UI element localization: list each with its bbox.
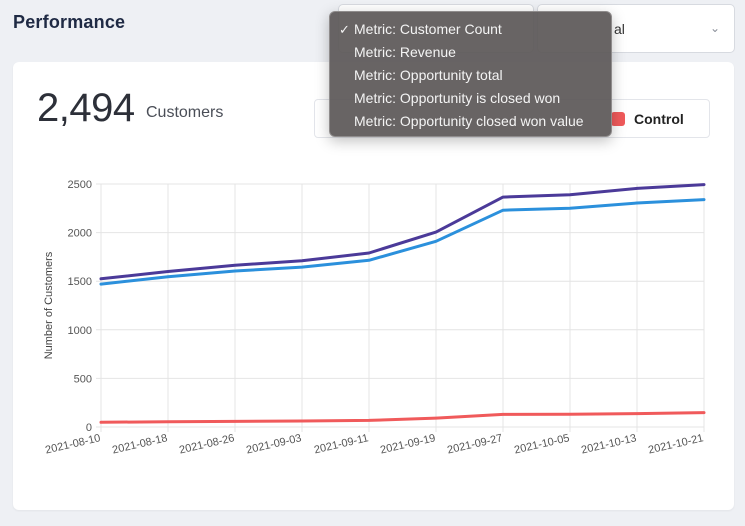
metric-menu-item[interactable]: Metric: Opportunity closed won value	[330, 110, 611, 133]
metric-menu-item-label: Metric: Customer Count	[354, 21, 502, 37]
metric-menu-item-label: Metric: Opportunity closed won value	[354, 113, 584, 129]
chevron-down-icon: ⌄	[709, 21, 720, 35]
secondary-select-value: al	[614, 21, 625, 37]
metric-menu-item[interactable]: ✓ Metric: Customer Count	[330, 18, 611, 41]
x-tick-label: 2021-09-11	[313, 432, 370, 456]
metric-menu-item[interactable]: Metric: Revenue	[330, 41, 611, 64]
customer-count-unit: Customers	[146, 104, 224, 121]
x-tick-label: 2021-09-19	[379, 432, 437, 456]
y-tick-label: 1500	[68, 276, 92, 288]
legend-swatch-control	[611, 112, 625, 126]
metric-menu-item[interactable]: Metric: Opportunity is closed won	[330, 87, 611, 110]
x-tick-label: 2021-09-03	[245, 432, 303, 456]
series-line-0	[99, 183, 706, 281]
x-tick-label: 2021-08-10	[44, 432, 102, 456]
y-tick-label: 500	[74, 373, 92, 385]
x-tick-label: 2021-08-26	[178, 432, 236, 456]
checkmark-icon: ✓	[339, 22, 350, 37]
y-tick-label: 1000	[68, 325, 92, 337]
metric-menu-item-label: Metric: Opportunity total	[354, 67, 503, 83]
metric-menu-item-label: Metric: Opportunity is closed won	[354, 90, 561, 106]
metric-dropdown-menu[interactable]: ✓ Metric: Customer Count Metric: Revenue Me…	[329, 11, 612, 137]
y-tick-label: 0	[86, 422, 92, 434]
y-tick-label: 2000	[68, 228, 92, 240]
y-tick-label: 2500	[68, 179, 92, 191]
metric-menu-item-label: Metric: Revenue	[354, 44, 456, 60]
series-line-2	[99, 411, 706, 424]
customer-count-value: 2,494	[37, 86, 135, 130]
x-tick-label: 2021-10-21	[647, 432, 705, 456]
x-tick-label: 2021-10-13	[580, 432, 638, 456]
x-tick-label: 2021-08-18	[111, 432, 169, 456]
x-tick-label: 2021-09-27	[446, 432, 504, 456]
page-title: Performance	[13, 12, 126, 32]
x-tick-label: 2021-10-05	[513, 432, 571, 456]
series-line-1	[99, 198, 706, 286]
legend-label-control: Control	[634, 111, 684, 127]
metric-menu-item[interactable]: Metric: Opportunity total	[330, 64, 611, 87]
y-axis-title: Number of Customers	[43, 251, 55, 359]
